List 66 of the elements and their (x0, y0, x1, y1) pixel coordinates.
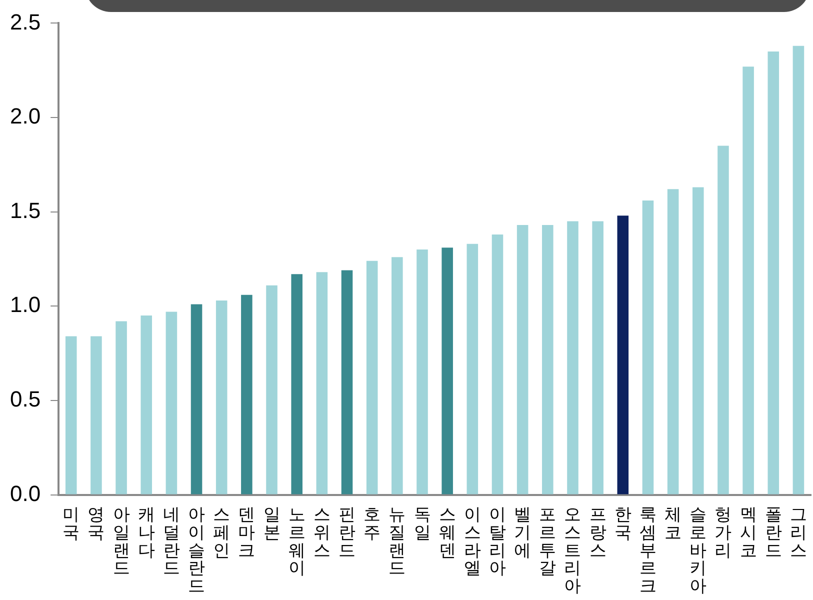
x-tick-label: 프랑스 (589, 505, 606, 561)
x-tick-label: 이탈리아 (488, 505, 506, 579)
bar (617, 216, 629, 494)
x-tick-label: 독일 (414, 505, 431, 543)
bar (90, 336, 102, 494)
y-tick-label: 2.5 (10, 9, 41, 34)
bar (742, 66, 754, 494)
bar (291, 274, 302, 494)
x-tick-label: 한국 (614, 505, 632, 543)
x-tick-label: 영국 (88, 505, 105, 543)
bar (140, 316, 152, 494)
x-tick-label: 캐나다 (138, 505, 155, 561)
bar (190, 304, 202, 494)
bar (241, 294, 252, 494)
x-tick-label: 멕시코 (740, 505, 757, 561)
x-tick-label: 아일랜드 (112, 505, 130, 579)
bar (442, 248, 453, 494)
x-tick-label: 체코 (664, 505, 682, 543)
bar (366, 260, 378, 494)
x-tick-label: 핀란드 (338, 505, 356, 561)
y-tick-label: 1.5 (10, 198, 41, 223)
x-tick-label: 룩셈부르크 (639, 505, 656, 596)
x-tick-label: 뉴질랜드 (388, 505, 406, 579)
bar (692, 187, 704, 494)
x-tick-label: 스웨덴 (438, 505, 456, 561)
x-tick-label: 스페인 (213, 505, 230, 561)
x-tick-label: 헝가리 (714, 505, 732, 561)
y-tick-label: 2.0 (10, 104, 41, 129)
bar (466, 244, 478, 494)
bar (65, 336, 77, 494)
bar (642, 200, 654, 494)
bar (266, 285, 278, 494)
bar (416, 250, 428, 494)
bar (592, 221, 604, 494)
y-tick-label: 0.5 (10, 386, 41, 412)
y-tick-label: 1.0 (10, 292, 41, 318)
x-tick-label: 그리스 (790, 505, 807, 561)
bar (567, 221, 578, 494)
x-tick-label: 일본 (263, 505, 280, 543)
x-tick-label: 포르투갈 (539, 505, 556, 579)
bar (216, 300, 228, 494)
x-tick-label: 폴란드 (764, 505, 782, 561)
x-tick-label: 덴마크 (238, 505, 256, 561)
x-tick-label: 슬로바키아 (690, 505, 707, 596)
bar (316, 272, 328, 494)
x-tick-label: 오스트리아 (564, 505, 582, 596)
bar (516, 225, 528, 494)
bar (718, 146, 729, 494)
bar (341, 270, 353, 494)
x-tick-label: 호주 (364, 505, 381, 543)
y-tick-label: 0.0 (10, 480, 41, 506)
bar (667, 189, 679, 494)
bar (166, 312, 178, 494)
x-tick-label: 아이슬란드 (188, 505, 206, 596)
bar (116, 321, 127, 494)
x-tick-label: 노르웨이 (288, 505, 306, 579)
bar (542, 225, 554, 494)
x-tick-label: 이스라엘 (464, 505, 481, 579)
bar (768, 51, 780, 494)
x-tick-label: 스위스 (313, 505, 330, 561)
x-tick-label: 미국 (62, 505, 80, 543)
bar (492, 234, 504, 494)
x-tick-label: 벨기에 (514, 505, 532, 561)
bar (792, 46, 804, 494)
x-tick-label: 네덜란드 (162, 505, 180, 579)
bar (392, 257, 403, 494)
